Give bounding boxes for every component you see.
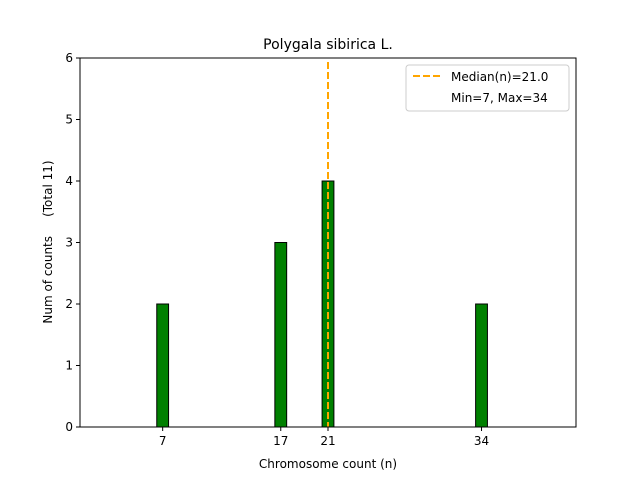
legend-median-label: Median(n)=21.0: [451, 70, 548, 84]
legend: Median(n)=21.0 Min=7, Max=34: [405, 64, 570, 112]
legend-box: [405, 64, 570, 112]
bar-34: [475, 303, 488, 428]
y-tick-label-3: 3: [65, 236, 73, 250]
x-tick-label-7: 7: [159, 434, 167, 448]
x-tick-label-17: 17: [273, 434, 288, 448]
bar-17: [274, 242, 288, 428]
x-tick-label-34: 34: [474, 434, 489, 448]
y-tick-label-2: 2: [65, 297, 73, 311]
y-tick-label-4: 4: [65, 174, 73, 188]
x-axis-label: Chromosome count (n): [259, 457, 397, 471]
y-tick-label-0: 0: [65, 420, 73, 434]
x-tick-label-21: 21: [320, 434, 335, 448]
y-axis-label: Num of counts (Total 11): [41, 160, 55, 323]
y-tick-label-6: 6: [65, 51, 73, 65]
chart-title: Polygala sibirica L.: [263, 37, 393, 53]
bar-7: [156, 303, 170, 428]
y-tick-label-5: 5: [65, 113, 73, 127]
y-tick-label-1: 1: [65, 359, 73, 373]
plot-frame: [79, 57, 577, 428]
legend-minmax-label: Min=7, Max=34: [451, 91, 548, 105]
